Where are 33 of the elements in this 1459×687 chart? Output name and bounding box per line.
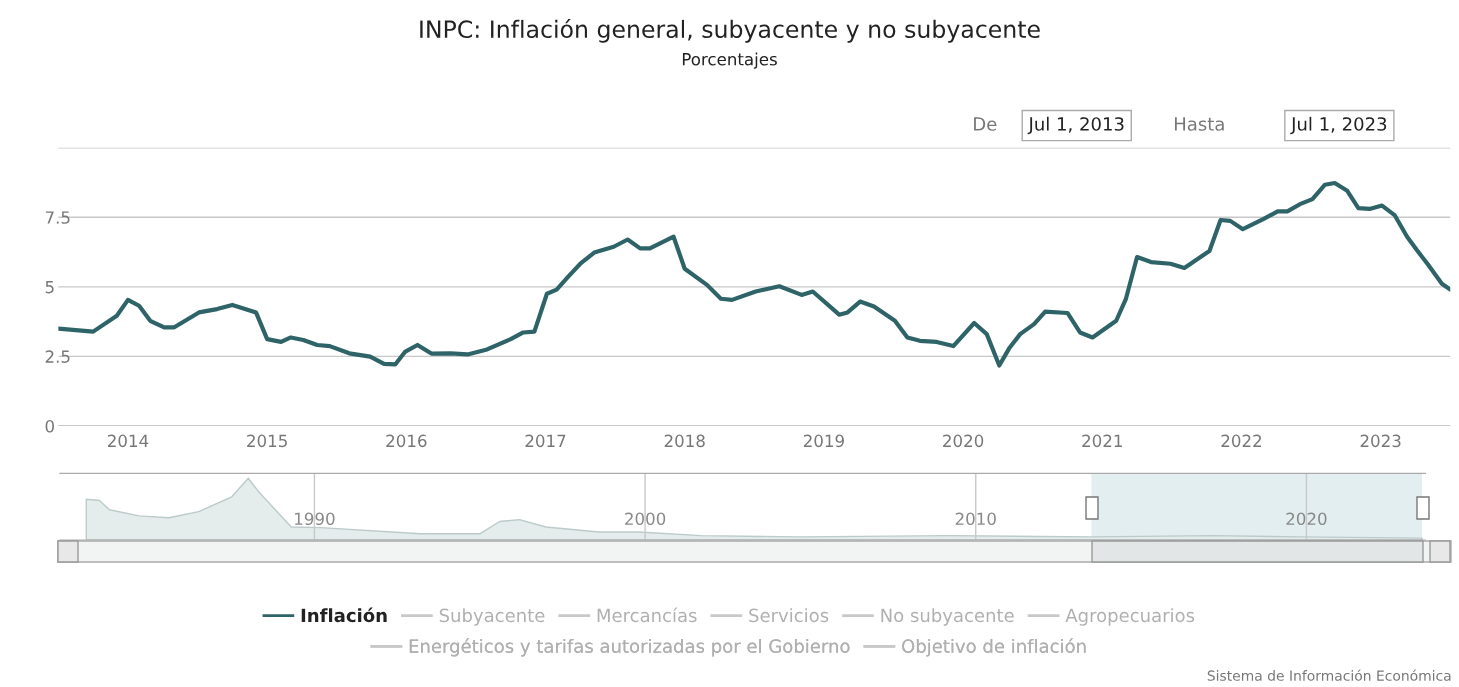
x-tick-label: 2017 <box>525 434 566 448</box>
y-tick-label: 2.5 <box>45 350 70 363</box>
x-tick-label: 2023 <box>1360 434 1401 448</box>
legend-label: Energéticos y tarifas autorizadas por el Gobierno <box>409 638 850 657</box>
chart-title: INPC: Inflación general, subyacente y no subyacente <box>420 18 1040 43</box>
legend-label: Servicios <box>749 608 829 623</box>
text: Hasta <box>1174 117 1224 131</box>
x-tick-label: 1990 <box>295 512 335 526</box>
x-tick-label: 2020 <box>943 434 984 448</box>
text: Sistema de Información Económica <box>1207 669 1451 681</box>
x-tick-label: 2014 <box>107 434 149 448</box>
x-tick-label: 2018 <box>664 434 705 448</box>
legend-label: Inflación <box>301 607 387 623</box>
y-tick-label: 0 <box>45 419 54 433</box>
y-tick-label: 5 <box>45 281 54 294</box>
legend-label: Mercancías <box>597 607 697 623</box>
text: Jul 1, 2013 <box>1027 116 1124 135</box>
x-tick-label: 2022 <box>1221 434 1261 448</box>
text: De <box>974 117 997 131</box>
x-tick-label: 2010 <box>955 512 996 526</box>
x-tick-label: 2000 <box>625 512 666 526</box>
legend-label: Subyacente <box>439 608 545 626</box>
x-tick-label: 2016 <box>386 434 427 448</box>
chart-subtitle: Porcentajes <box>682 52 777 69</box>
x-tick-label: 2020 <box>1286 512 1327 526</box>
legend-label: Agropecuarios <box>1065 608 1195 626</box>
text: Jul 1, 2023 <box>1290 116 1387 135</box>
legend-label: Objetivo de inflación <box>902 638 1086 657</box>
y-tick-label: 7.5 <box>45 211 70 224</box>
x-tick-label: 2021 <box>1082 434 1122 448</box>
x-tick-label: 2015 <box>247 434 287 448</box>
legend-label: No subyacente <box>881 608 1014 626</box>
x-tick-label: 2019 <box>803 434 844 448</box>
